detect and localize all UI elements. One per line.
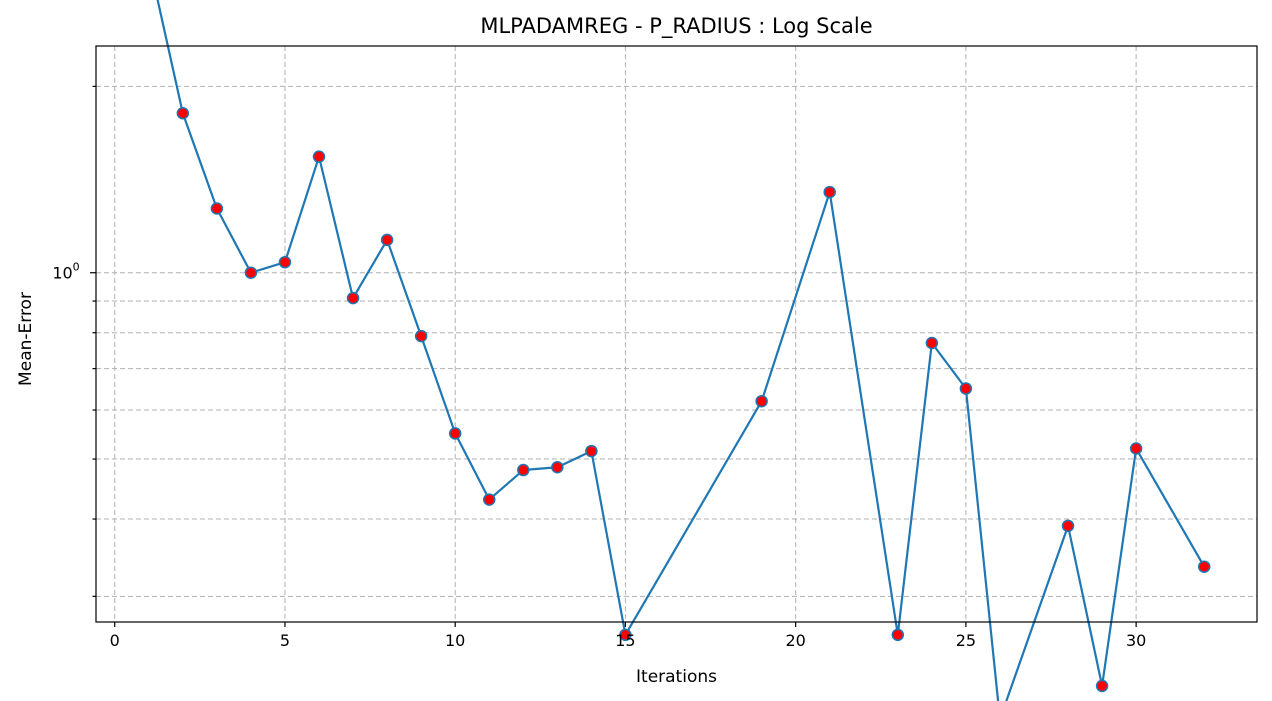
data-point (517, 463, 530, 477)
x-tick-label: 20 (785, 631, 805, 650)
data-point (346, 291, 360, 305)
chart-title: MLPADAMREG - P_RADIUS : Log Scale (480, 14, 872, 39)
data-point (278, 255, 292, 269)
data-point (244, 266, 258, 279)
data-point (1197, 560, 1211, 573)
tick-layer: 0 5 10 15 20 25 30 100 (52, 85, 1146, 650)
data-point (823, 185, 836, 199)
data-point (551, 460, 564, 474)
x-tick-label: 10 (445, 631, 465, 650)
plot-frame (95, 45, 1258, 623)
x-tick-label: 15 (615, 631, 635, 650)
data-point (1095, 679, 1109, 693)
series-line (156, 0, 1206, 701)
data-point (619, 628, 632, 642)
grid-layer (96, 46, 1257, 622)
x-tick-label: 25 (956, 631, 976, 650)
data-point (414, 329, 428, 343)
data-point (176, 106, 190, 120)
data-point (380, 233, 394, 247)
y-tick-label: 100 (52, 261, 79, 283)
x-tick-label: 0 (110, 631, 120, 650)
data-point (1129, 442, 1143, 455)
data-point (210, 202, 224, 215)
data-point (448, 427, 462, 440)
data-point (1061, 519, 1075, 533)
data-point (925, 336, 939, 350)
data-point (585, 444, 598, 458)
x-axis-label: Iterations (636, 667, 717, 687)
x-tick-label: 5 (280, 631, 290, 650)
data-point (312, 150, 326, 163)
data-point (755, 394, 768, 408)
x-tick-label: 30 (1126, 631, 1146, 650)
data-point (482, 493, 496, 506)
y-axis-label: Mean-Error (16, 292, 36, 386)
data-point (959, 382, 973, 395)
data-point (891, 628, 905, 642)
series-layer (156, 0, 1211, 701)
